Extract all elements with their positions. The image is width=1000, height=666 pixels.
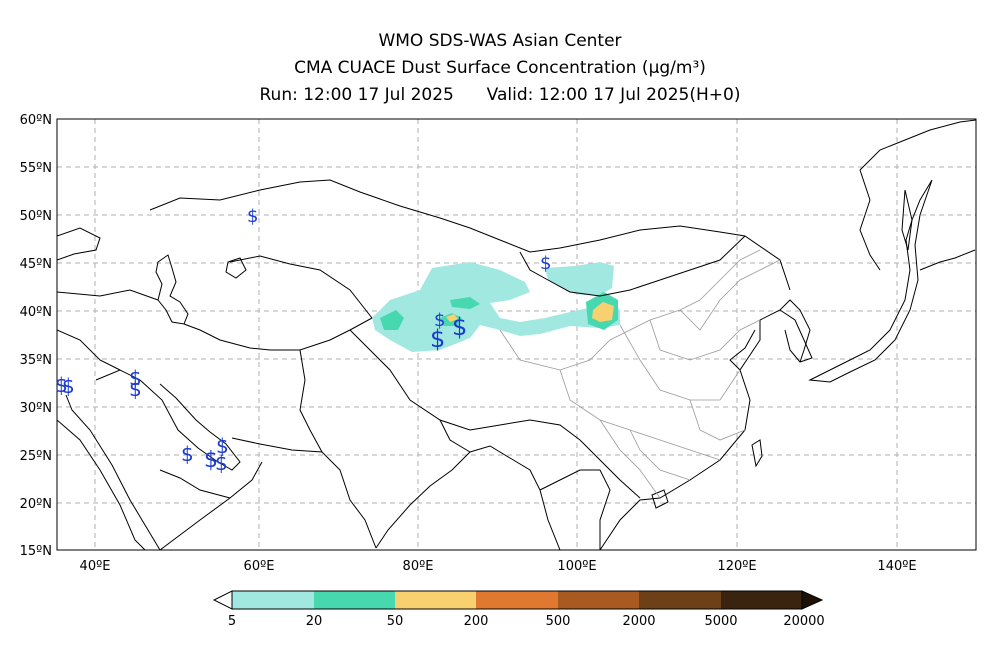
colorbar-tick: 5 [227,614,237,629]
lat-label: 35ºN [20,353,52,368]
dust-area-high-1 [592,302,614,322]
lat-label: 50ºN [20,209,52,224]
lat-label: 20ºN [20,497,52,512]
dust-station-symbols: $ $ $ $ $ $ $ $ $ $ $ $ $ [55,206,551,475]
dust-symbol: $ [55,373,68,397]
dust-symbol: $ [129,377,142,401]
lon-label: 60ºE [244,559,275,574]
dust-symbol: $ [129,366,142,390]
colorbar-tick: 20000 [783,614,825,629]
valid-time: Valid: 12:00 17 Jul 2025(H+0) [486,85,741,105]
colorbar-tick: 5000 [704,614,738,629]
dust-area-taklimakan [372,262,620,352]
lat-label: 30ºN [20,401,52,416]
dust-symbol: $ [62,374,75,398]
coastlines-borders [57,119,976,550]
gridlines [57,119,976,550]
colorbar-tick: 2000 [622,614,656,629]
lat-label: 15ºN [20,544,52,559]
latitude-labels: 60ºN 55ºN 50ºN 45ºN 40ºN 35ºN 30ºN 25ºN … [20,113,52,559]
colorbar-tick: 500 [545,614,571,629]
colorbar-segment [314,591,395,609]
colorbar-tick: 200 [463,614,489,629]
province-borders [499,249,781,499]
colorbar-segment [476,591,558,609]
colorbar-segment [232,591,314,609]
colorbar-segment [395,591,476,609]
dust-symbol: $ [247,206,258,227]
lon-label: 100ºE [557,559,596,574]
colorbar-over-arrow [801,590,824,610]
colorbar-segment [639,591,721,609]
colorbar-under-arrow [212,590,233,610]
lon-label: 40ºE [80,559,111,574]
colorbar-tick: 20 [305,614,323,629]
colorbar [212,590,824,610]
lon-label: 120ºE [717,559,756,574]
dust-symbol: $ [216,434,229,458]
lat-label: 40ºN [20,305,52,320]
dust-symbol: $ [215,451,228,475]
dust-symbol: $ [540,253,551,274]
longitude-labels: 40ºE 60ºE 80ºE 100ºE 120ºE 140ºE [80,559,917,574]
lat-label: 25ºN [20,449,52,464]
dust-area-medium-1 [380,310,404,330]
map-frame [56,118,977,551]
colorbar-segment [721,591,802,609]
lon-label: 80ºE [403,559,434,574]
colorbar-tick: 50 [386,614,404,629]
dust-symbol: $ [434,310,445,331]
lon-label: 140ºE [877,559,916,574]
dust-area-medium-2 [450,297,480,309]
dust-symbol: $ [430,325,445,353]
title-line-2: CMA CUACE Dust Surface Concentration (μg… [294,58,706,78]
title-line-1: WMO SDS-WAS Asian Center [378,31,622,51]
dust-area-mongolia [545,262,614,296]
lat-label: 55ºN [20,161,52,176]
title-line-3: Run: 12:00 17 Jul 2025 Valid: 12:00 17 J… [0,85,1000,105]
lat-label: 60ºN [20,113,52,128]
colorbar-segment [558,591,639,609]
dust-symbol: $ [204,448,218,473]
dust-area-high-2 [446,314,458,322]
lat-label: 45ºN [20,257,52,272]
run-time: Run: 12:00 17 Jul 2025 [259,85,454,105]
dust-symbol: $ [452,313,467,341]
dust-concentration-areas [372,262,620,352]
dust-symbol: $ [181,442,194,466]
